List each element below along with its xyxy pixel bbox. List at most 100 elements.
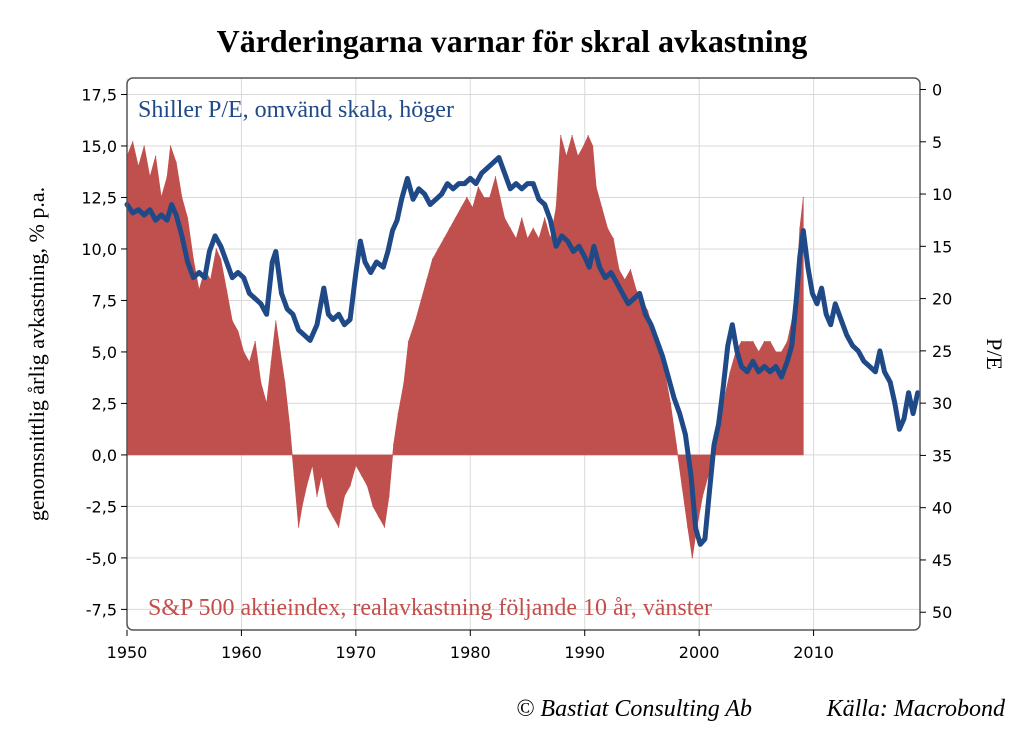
pe-point: [806, 266, 809, 269]
pe-point: [874, 370, 877, 373]
return-point: [612, 238, 614, 240]
return-point: [483, 196, 485, 199]
x-tick-label: 1970: [336, 643, 377, 662]
return-point: [397, 413, 399, 415]
return-point: [746, 341, 748, 343]
pe-point: [543, 203, 546, 206]
pe-point: [492, 161, 495, 164]
pe-point: [537, 198, 540, 201]
return-point: [420, 299, 422, 302]
return-point: [284, 382, 286, 384]
pe-point: [615, 281, 618, 284]
pe-point: [231, 276, 234, 279]
pe-point: [280, 292, 283, 295]
pe-point: [475, 182, 478, 185]
pe-point: [798, 255, 801, 258]
return-point: [137, 165, 140, 168]
return-point: [515, 238, 517, 240]
pe-point: [726, 344, 729, 347]
return-point: [560, 135, 562, 137]
pe-point: [632, 297, 635, 300]
return-point: [169, 145, 172, 147]
pe-point: [208, 250, 211, 253]
pe-line: [124, 155, 921, 547]
pe-point: [412, 198, 415, 201]
left-tick-label: 10,0: [81, 240, 117, 259]
x-tick-label: 1980: [450, 643, 491, 662]
pe-point: [297, 328, 300, 331]
pe-point: [708, 491, 711, 493]
return-point: [275, 320, 277, 322]
right-tick-label: 5: [932, 133, 942, 152]
pe-point: [175, 213, 178, 216]
pe-point: [203, 276, 206, 279]
pe-point: [486, 166, 489, 169]
return-point: [225, 289, 228, 291]
pe-point: [396, 219, 399, 222]
pe-point: [811, 292, 814, 295]
left-tick-label: 5,0: [92, 343, 117, 362]
return-point: [555, 207, 557, 209]
pe-point: [166, 219, 169, 222]
pe-point: [337, 313, 340, 316]
return-series-label: S&P 500 aktieindex, realavkastning följa…: [148, 595, 712, 621]
return-point: [181, 196, 183, 199]
x-tick-label: 2000: [679, 643, 720, 662]
return-point: [393, 444, 395, 446]
return-point: [780, 351, 783, 353]
return-point: [407, 341, 410, 343]
return-point: [198, 289, 200, 291]
pe-point: [452, 187, 455, 190]
pe-point: [423, 193, 426, 196]
right-tick-label: 20: [932, 290, 952, 309]
return-point: [326, 505, 328, 508]
right-tick-label: 35: [932, 446, 952, 465]
pe-point: [406, 177, 409, 180]
return-point: [454, 217, 457, 219]
pe-point: [137, 208, 140, 211]
return-point: [231, 320, 233, 322]
pe-point: [186, 261, 189, 263]
return-point: [266, 402, 268, 405]
return-point: [489, 196, 491, 199]
pe-point: [763, 365, 766, 368]
return-point: [494, 176, 497, 178]
return-point: [431, 258, 434, 260]
return-point: [729, 371, 731, 374]
pe-point: [154, 219, 157, 222]
x-tick-label: 1990: [564, 643, 605, 662]
pe-point: [265, 313, 268, 316]
return-point: [775, 351, 777, 353]
pe-point: [672, 396, 675, 399]
return-point: [466, 196, 468, 199]
pe-point: [446, 182, 449, 185]
pe-point: [690, 475, 693, 478]
pe-point: [236, 271, 239, 274]
return-point: [752, 341, 754, 343]
pe-point: [309, 339, 312, 342]
return-point: [526, 238, 529, 240]
pe-point: [364, 261, 367, 263]
left-axis-ticks: 17,5 15,0 12,5 10,0 7,5 5,0 2,5 0,0 -2,5 -5,0 -7,5: [81, 85, 127, 619]
pe-point: [751, 360, 754, 363]
return-point: [701, 495, 704, 497]
return-point: [549, 238, 551, 240]
right-tick-label: 25: [932, 342, 952, 361]
return-point: [571, 135, 573, 137]
pe-point: [840, 318, 843, 321]
return-point: [343, 495, 346, 497]
return-point: [298, 526, 300, 528]
pe-point: [286, 308, 289, 311]
return-point: [607, 227, 609, 229]
pe-point: [359, 240, 362, 243]
pe-point: [566, 240, 569, 243]
right-axis-label: P/E: [982, 338, 1007, 370]
pe-point: [417, 187, 420, 190]
pe-point: [520, 187, 523, 190]
pe-point: [322, 287, 325, 290]
return-point: [538, 238, 540, 240]
pe-point: [661, 355, 664, 358]
return-point: [618, 268, 620, 271]
pe-point: [429, 203, 432, 206]
